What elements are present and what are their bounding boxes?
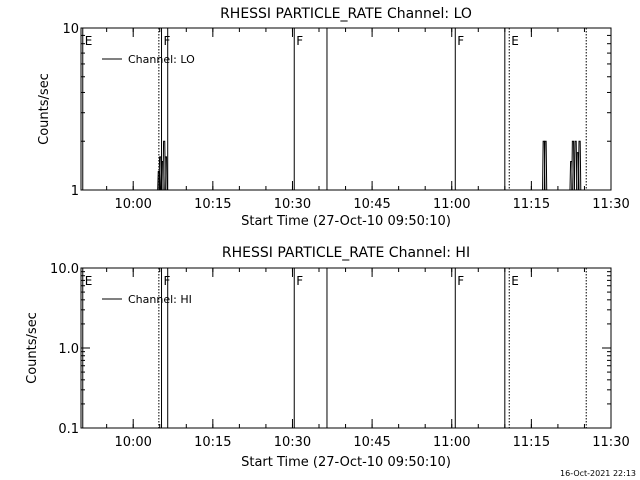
x-tick-label: 11:15 (513, 435, 550, 450)
y-axis-label: Counts/sec (37, 73, 52, 145)
hi-channel-panel: RHESSI PARTICLE_RATE Channel: HI 0.1 1.0 10… (25, 245, 630, 470)
flag-label: E (85, 34, 93, 48)
legend-label: Channel: LO (128, 53, 195, 66)
chart-title: RHESSI PARTICLE_RATE Channel: HI (222, 245, 470, 261)
generation-timestamp: 16-Oct-2021 22:13 (560, 469, 636, 478)
x-tick-label: 11:30 (592, 197, 629, 212)
rate-spike (577, 140, 582, 191)
x-tick-label: 11:00 (433, 435, 470, 450)
x-tick-label: 10:15 (194, 197, 231, 212)
lo-channel-panel: RHESSI PARTICLE_RATE Channel: LO 1 10 10:00… (37, 6, 630, 229)
flag-label: F (296, 274, 303, 288)
y-tick-label: 10 (62, 22, 79, 37)
rate-spike (573, 140, 578, 191)
rate-spike (164, 156, 168, 191)
legend-label: Channel: HI (128, 293, 192, 306)
flag-label: F (457, 274, 464, 288)
y-tick-label: 10.0 (50, 262, 79, 277)
x-axis-label: Start Time (27-Oct-10 09:50:10) (241, 214, 451, 229)
rate-spike (571, 140, 575, 191)
y-tick-label: 1 (71, 184, 79, 199)
flag-label: E (511, 274, 519, 288)
plot-frame (80, 267, 612, 429)
x-tick-label: 10:30 (274, 197, 311, 212)
flag-label: F (164, 274, 171, 288)
flag-label: F (296, 34, 303, 48)
y-tick-label: 0.1 (58, 422, 79, 437)
x-tick-label: 10:45 (353, 435, 390, 450)
flag-label: E (511, 34, 519, 48)
flag-label: F (457, 34, 464, 48)
y-tick-label: 1.0 (58, 342, 79, 357)
flag-label: F (164, 34, 171, 48)
flag-label: E (85, 274, 93, 288)
x-tick-label: 11:30 (592, 435, 629, 450)
x-tick-label: 10:00 (114, 435, 151, 450)
x-tick-label: 10:00 (114, 197, 151, 212)
x-tick-label: 10:30 (274, 435, 311, 450)
x-axis-label: Start Time (27-Oct-10 09:50:10) (241, 455, 451, 470)
y-axis-label: Counts/sec (25, 312, 40, 384)
x-tick-label: 11:00 (433, 197, 470, 212)
x-tick-label: 10:45 (353, 197, 390, 212)
x-tick-label: 11:15 (513, 197, 550, 212)
chart-title: RHESSI PARTICLE_RATE Channel: LO (220, 6, 472, 22)
rate-spike (543, 140, 548, 191)
x-tick-label: 10:15 (194, 435, 231, 450)
